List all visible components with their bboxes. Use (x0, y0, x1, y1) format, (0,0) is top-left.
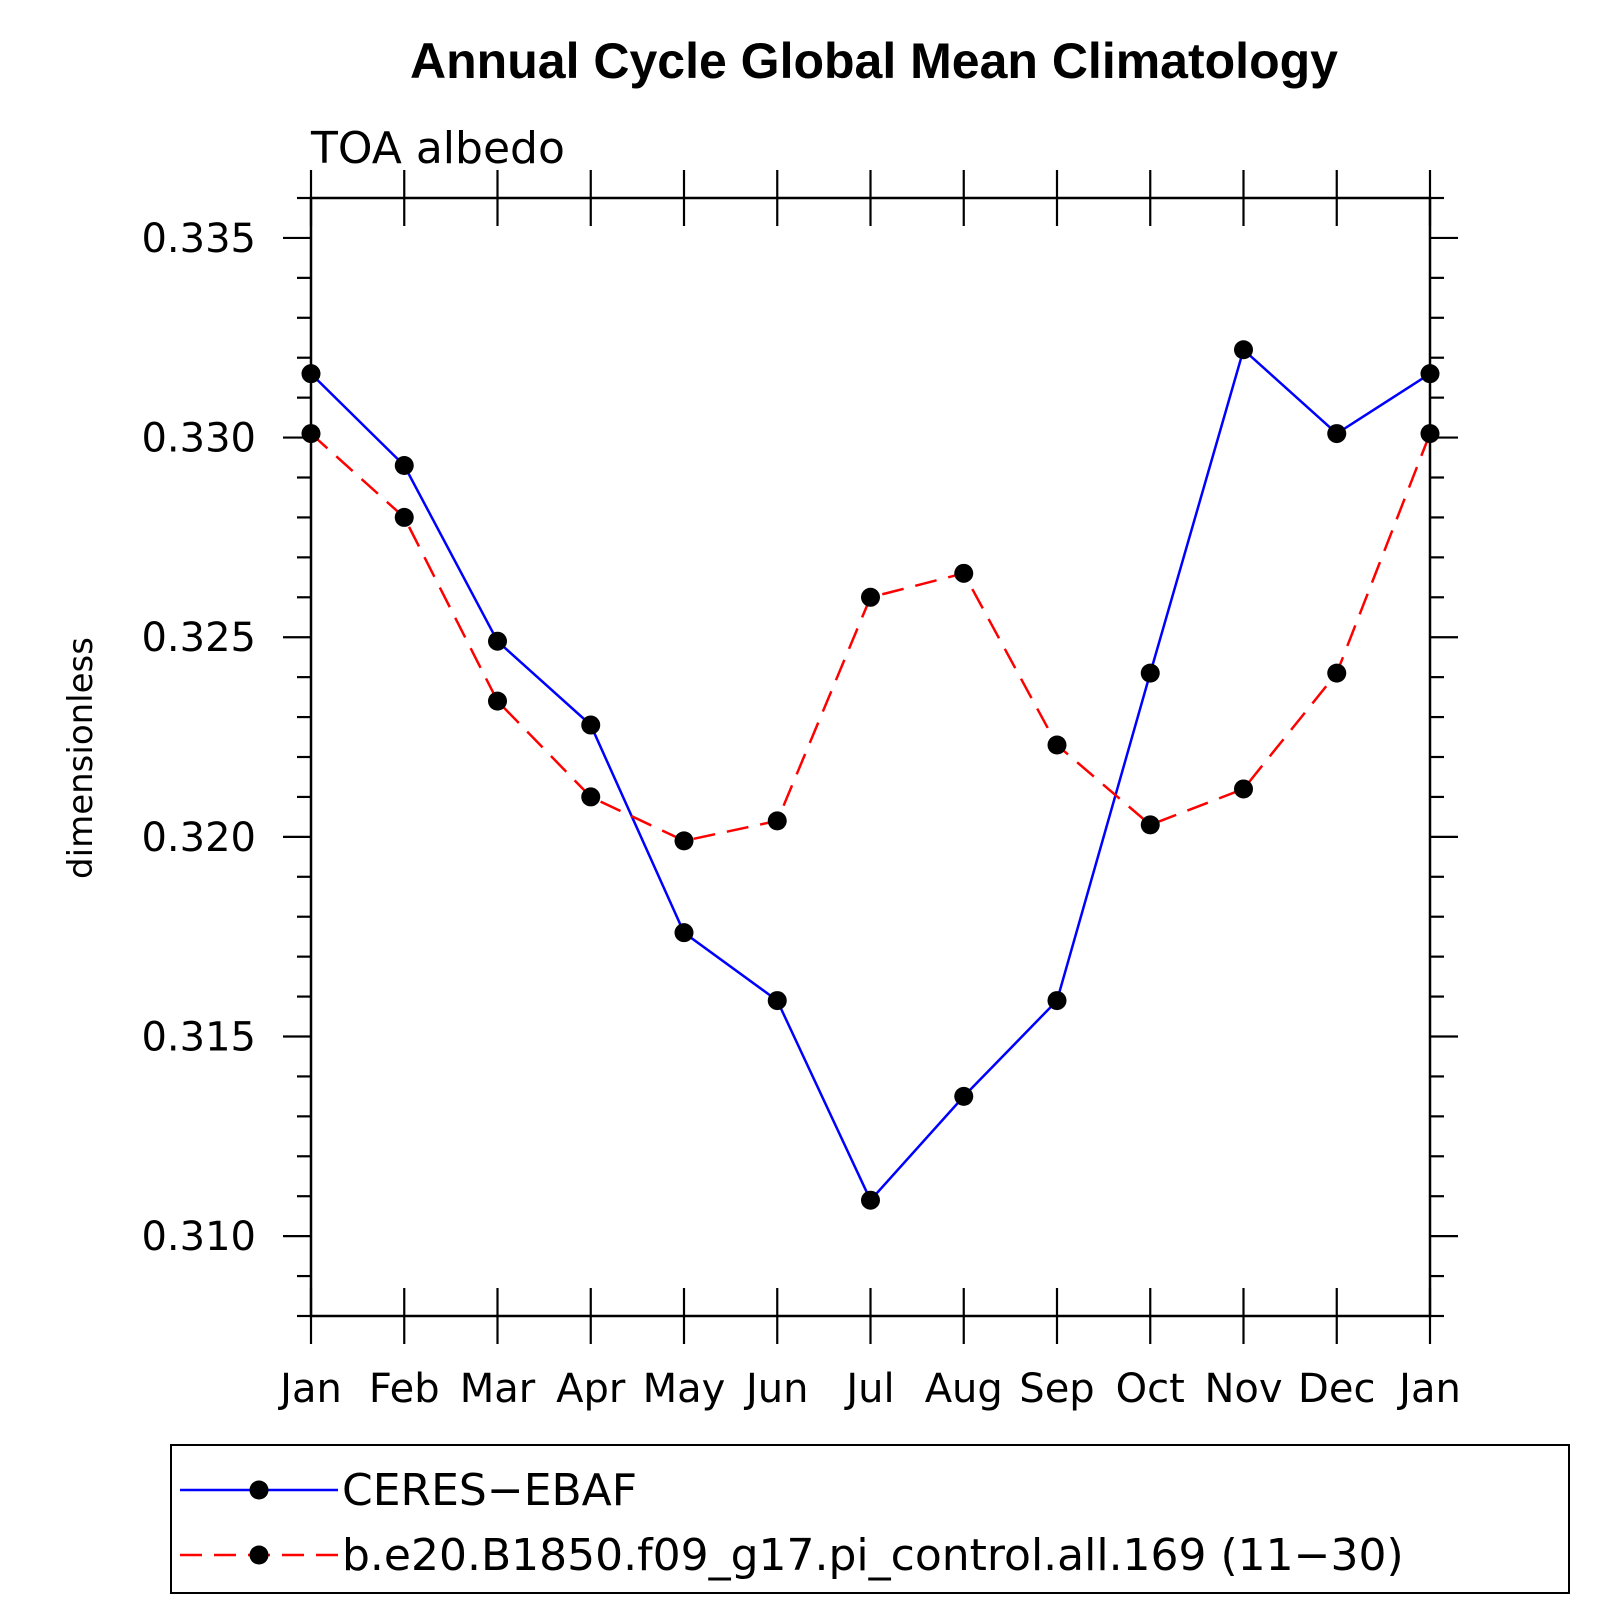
series-1-point (861, 587, 880, 607)
y-axis-label: dimensionless (61, 637, 101, 879)
series-0-point (1140, 663, 1160, 683)
series-1-point (674, 831, 694, 851)
x-tick-label: Feb (369, 1366, 440, 1412)
y-tick-label: 0.315 (141, 1015, 256, 1061)
plot-frame (309, 196, 1432, 1318)
x-tick-label: Nov (1204, 1366, 1282, 1412)
y-tick-labels: 0.310 0.315 0.320 0.325 0.330 0.335 (141, 216, 256, 1260)
series-1-point (394, 507, 414, 527)
y-tick-label: 0.310 (141, 1214, 256, 1260)
series-1-point (581, 787, 601, 807)
series-1-point (1140, 815, 1160, 835)
x-tick-label: May (643, 1366, 726, 1412)
axis-ticks (283, 170, 1458, 1344)
series-1-point (488, 691, 507, 711)
series-0-point (394, 456, 414, 476)
chart-subtitle: TOA albedo (310, 123, 565, 174)
legend-marker-0 (249, 1480, 269, 1500)
series-1-point (954, 563, 974, 583)
series-0-point (581, 715, 601, 735)
series-group (301, 340, 1440, 1210)
x-tick-label: Jun (743, 1366, 809, 1412)
series-1-point (1327, 663, 1347, 683)
y-tick-label: 0.325 (141, 615, 256, 661)
x-tick-label: Jan (277, 1366, 342, 1412)
series-0-point (861, 1190, 880, 1210)
x-tick-label: Dec (1298, 1366, 1375, 1412)
x-tick-label: Apr (556, 1366, 626, 1412)
y-tick-label: 0.330 (141, 416, 256, 462)
x-tick-label: Jul (843, 1366, 894, 1412)
series-1-point (1234, 779, 1253, 799)
series-0-point (1234, 340, 1253, 360)
legend-label-1: b.e20.B1850.f09_g17.pi_control.all.169 (… (342, 1530, 1404, 1581)
chart-title: Annual Cycle Global Mean Climatology (410, 33, 1338, 89)
y-tick-label: 0.335 (141, 216, 256, 262)
legend: CERES−EBAF b.e20.B1850.f09_g17.pi_control… (170, 1444, 1570, 1594)
series-line-1 (310, 432, 1432, 843)
x-tick-label: Sep (1019, 1366, 1094, 1412)
legend-label-0: CERES−EBAF (342, 1465, 637, 1516)
series-1-point (1047, 735, 1067, 755)
series-0-point (674, 923, 694, 943)
series-0-point (767, 991, 787, 1011)
series-line-0 (310, 347, 1431, 1203)
legend-box (170, 1444, 1570, 1594)
x-tick-label: Mar (460, 1366, 536, 1412)
series-1-point (767, 811, 787, 831)
y-tick-label: 0.320 (141, 815, 256, 861)
series-0-point (1327, 424, 1347, 444)
x-tick-label: Jan (1396, 1366, 1461, 1412)
series-0-point (488, 631, 507, 651)
x-tick-labels: Jan Feb Mar Apr May Jun Jul Aug Sep Oct Nov Dec Jan (277, 1366, 1461, 1412)
x-tick-label: Aug (925, 1366, 1003, 1412)
legend-items: CERES−EBAF b.e20.B1850.f09_g17.pi_control… (180, 1465, 1404, 1581)
series-0-point (954, 1086, 974, 1106)
legend-marker-1 (249, 1545, 269, 1565)
x-tick-label: Oct (1116, 1366, 1185, 1412)
series-0-point (1047, 991, 1067, 1011)
